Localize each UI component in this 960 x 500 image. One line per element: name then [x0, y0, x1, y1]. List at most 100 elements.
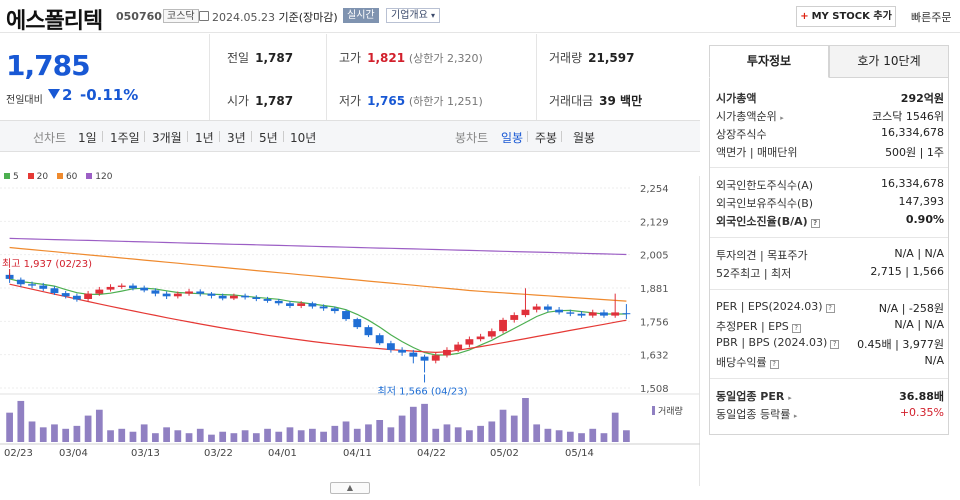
volume-bar	[376, 420, 384, 442]
volume-bar	[600, 433, 608, 442]
candle-body	[162, 293, 171, 297]
divider	[326, 34, 327, 120]
tab-3m[interactable]: 3개월	[152, 131, 182, 145]
plus-icon: +	[800, 11, 809, 22]
volume-bar	[488, 421, 496, 442]
volume-bar	[309, 428, 316, 442]
candle-body	[476, 336, 485, 340]
volume-bar	[208, 434, 215, 442]
volume-bar	[196, 428, 204, 442]
volume-bar	[555, 430, 563, 442]
candle-body	[263, 298, 272, 301]
candle-body	[555, 309, 564, 313]
candle-body	[297, 303, 306, 306]
candle-body	[252, 297, 261, 299]
help-icon[interactable]: ?	[830, 340, 840, 349]
tab-investment-info[interactable]: 투자정보	[709, 45, 829, 78]
change-percent: -0.11%	[80, 86, 139, 104]
industry-rate: 동일업종 등락률 ▸ +0.35%	[716, 406, 944, 421]
candle-body	[286, 303, 294, 306]
divider	[144, 131, 145, 142]
tab-daily[interactable]: 일봉	[501, 131, 524, 145]
par-value: 액면가 | 매매단위 500원 | 1주	[716, 146, 944, 159]
chevron-up-icon: ▲	[346, 483, 354, 492]
volume-bar	[387, 427, 395, 442]
tab-monthly[interactable]: 월봉	[573, 131, 596, 145]
company-info-dropdown[interactable]: 기업개요 ▾	[386, 8, 441, 23]
price-stats: 전일 1,787 시가 1,787 고가 1,821 (상한가 2,320) 저가 1,…	[211, 34, 700, 120]
divider	[187, 131, 188, 142]
my-stock-add-button[interactable]: + MY STOCK 추가	[796, 6, 896, 27]
tab-3y[interactable]: 3년	[227, 131, 246, 145]
ma20-line	[9, 283, 627, 354]
candle-body	[72, 295, 81, 300]
prev-close: 전일 1,787	[227, 51, 294, 65]
help-icon[interactable]: ?	[791, 324, 801, 333]
realtime-button[interactable]: 실시간	[343, 8, 379, 23]
volume-bar	[185, 433, 193, 442]
volume-bar	[6, 412, 13, 442]
volume-bar	[533, 424, 541, 442]
stock-chart: 2,254 2,129 2,005 1,881 1,756 1,632 1,508 거래량 02…	[0, 176, 700, 486]
market-badge: 코스닥	[163, 9, 199, 23]
volume-bar	[466, 430, 473, 442]
candle-body	[386, 343, 395, 350]
volume-bar	[421, 403, 428, 442]
investment-opinion: 투자의견 | 목표주가 N/A | N/A	[716, 247, 944, 262]
candle-body	[39, 285, 48, 289]
candle-body	[499, 319, 507, 332]
chart-legend: 5 20 60 120	[4, 172, 118, 182]
tab-10y[interactable]: 10년	[290, 131, 317, 145]
high-annotation: 최고 1,937 (02/23)	[2, 258, 92, 270]
chart-type-tabs: 선차트 1일 1주일 3개월 1년 3년 5년 10년 봉차트 일봉 주봉 월봉	[0, 120, 700, 152]
volume-bar	[264, 428, 271, 442]
tab-1w[interactable]: 1주일	[110, 131, 140, 145]
candle-body	[151, 290, 160, 294]
volume-bar	[454, 427, 462, 442]
legend-ma120: 120	[86, 172, 112, 182]
candle-body	[398, 349, 407, 353]
candle-body	[16, 279, 25, 285]
help-icon[interactable]: ?	[769, 360, 779, 369]
price-summary: 1,785 전일대비 2 -0.11%	[0, 34, 210, 120]
candle-body	[185, 291, 193, 294]
low-price: 저가 1,765 (하한가 1,251)	[339, 94, 483, 108]
divider	[710, 237, 948, 238]
collapse-chart-button[interactable]: ▲	[330, 482, 370, 494]
candle-body	[364, 327, 373, 336]
candle-body	[207, 293, 216, 296]
tab-hoga-10[interactable]: 호가 10단계	[829, 45, 949, 78]
candle-body	[28, 284, 36, 286]
tab-weekly[interactable]: 주봉	[535, 131, 558, 145]
candle-chart-label: 봉차트	[455, 131, 489, 145]
x-tick-label: 05/14	[565, 448, 594, 459]
line-chart-label: 선차트	[33, 131, 67, 145]
tab-1y[interactable]: 1년	[195, 131, 214, 145]
help-icon[interactable]: ?	[810, 219, 820, 228]
help-icon[interactable]: ?	[825, 304, 835, 313]
change-value: 2	[48, 86, 72, 104]
divider	[219, 131, 220, 142]
volume-bar	[17, 400, 25, 442]
tab-1d[interactable]: 1일	[78, 131, 97, 145]
quick-order-button[interactable]: 빠른주문	[911, 11, 952, 24]
market-cap-rank: 시가총액순위 ▸ 코스닥 1546위	[716, 110, 944, 123]
candle-body	[465, 339, 474, 345]
stock-name: 에스폴리텍	[6, 9, 103, 34]
caret-right-icon: ▸	[793, 412, 798, 420]
caret-right-icon: ▸	[780, 114, 784, 122]
volume-bar	[219, 431, 227, 442]
week52-range: 52주최고 | 최저 2,715 | 1,566	[716, 265, 944, 280]
volume-legend-label: 거래량	[658, 405, 683, 417]
foreign-ratio: 외국인소진율(B/A)? 0.90%	[716, 213, 944, 228]
volume-bar	[409, 406, 417, 442]
tab-5y[interactable]: 5년	[259, 131, 278, 145]
y-tick-label: 2,005	[640, 251, 669, 262]
x-tick-label: 02/23	[4, 448, 33, 459]
stock-header: 에스폴리텍 050760 코스닥 2024.05.23 기준(장마감) 실시간 …	[0, 0, 960, 34]
legend-ma5: 5	[4, 172, 19, 182]
ma5-line	[9, 278, 627, 356]
divider	[527, 131, 528, 142]
market-cap: 시가총액 292억원	[716, 92, 944, 105]
y-tick-label: 1,756	[640, 317, 669, 328]
